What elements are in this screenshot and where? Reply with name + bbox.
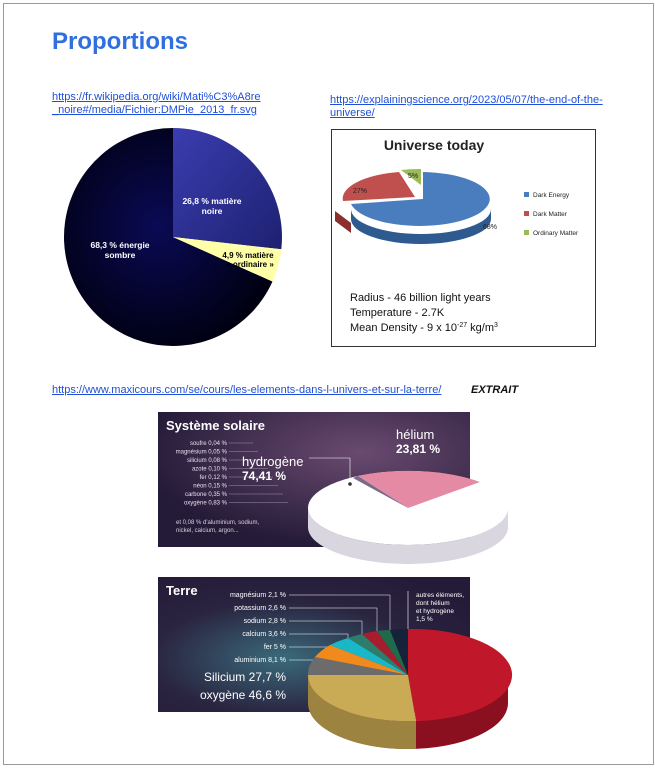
- hydrogen-name: hydrogène: [242, 454, 303, 469]
- label-5: 5%: [408, 173, 418, 180]
- legend-swatch-dark-matter: [524, 211, 529, 216]
- wikipedia-link[interactable]: https://fr.wikipedia.org/wiki/Mati%C3%A8…: [52, 91, 260, 117]
- pie-slice-magnesium: [377, 630, 408, 675]
- pie-slice-fer: [315, 645, 408, 675]
- minor-element-label: azote 0,10 %: [192, 467, 228, 473]
- universe-today-title: Universe today: [384, 137, 485, 153]
- earth-title: Terre: [166, 583, 198, 598]
- page-border: [3, 3, 654, 765]
- pie-slice-calcium: [330, 638, 408, 675]
- earth-element-leader: [289, 594, 391, 630]
- others-1: autres éléments,: [416, 592, 464, 599]
- others-4: 1,5 %: [416, 616, 433, 623]
- earth-element-leader: [289, 633, 349, 638]
- explainingscience-link-line1[interactable]: https://explainingscience.org/2023/05/07…: [330, 94, 603, 106]
- hydrogen-value: 74,41 %: [242, 469, 286, 483]
- wikipedia-link-line2[interactable]: _noire#/media/Fichier:DMPie_2013_fr.svg: [52, 104, 257, 116]
- label-68: 68%: [483, 224, 497, 231]
- pie-slice-dark-energy: [64, 128, 273, 346]
- minor-element-label: carbone 0,35 %: [185, 492, 228, 498]
- solar-pie-side: [308, 508, 508, 564]
- hydrogen-dot: [348, 482, 352, 486]
- silicium-label: Silicium 27,7 %: [204, 670, 286, 684]
- legend-dark-matter: Dark Matter: [533, 211, 568, 218]
- page-title: Proportions: [52, 28, 188, 55]
- pie-slice-ordinary-matter: [173, 237, 282, 282]
- earth-element-label: calcium 3,6 %: [242, 631, 286, 638]
- earth-panel: Terre magnésium 2,1 % potassium 2,6 % sodi…: [158, 577, 513, 749]
- extrait-label: EXTRAIT: [471, 384, 519, 396]
- pie-slice-dark-matter: [173, 128, 282, 250]
- pie-slice-silicium: [307, 675, 416, 722]
- pie-slice-aluminium: [307, 657, 408, 675]
- minor-element-label: soufre 0,04 %: [190, 441, 228, 447]
- solar-title: Système solaire: [166, 418, 265, 433]
- minor-element-label: néon 0,15 %: [193, 484, 227, 490]
- earth-pie-side-left: [307, 675, 416, 749]
- fact-temperature: Temperature - 2.7K: [350, 307, 445, 319]
- minor-element-label: magnésium 0,05 %: [176, 450, 228, 456]
- pie-slice-dark-energy: [351, 172, 490, 226]
- earth-elements-list: magnésium 2,1 % potassium 2,6 % sodium 2,8…: [230, 592, 391, 664]
- pie-slice-helium: [358, 470, 480, 508]
- pie-slice-oxygene: [408, 628, 513, 721]
- label-dark-matter-2: noire: [202, 206, 223, 216]
- earth-element-label: aluminium 8,1 %: [234, 657, 286, 664]
- earth-element-label: sodium 2,8 %: [244, 618, 286, 625]
- pie-side-dark-energy: [351, 209, 491, 244]
- universe-today-chart: Universe today 68% 27% 5% Dark Energy Da…: [331, 129, 596, 347]
- minor-element-label: fer 0,12 %: [200, 475, 228, 481]
- pie-slice-potassium: [362, 631, 408, 675]
- earth-element-label: magnésium 2,1 %: [230, 592, 286, 599]
- pie-slice-ordinary-matter: [401, 168, 421, 185]
- fact-density: Mean Density - 9 x 10-27 kg/m3: [350, 322, 498, 334]
- dark-matter-pie-chart: 68,3 % énergie sombre 26,8 % matière noi…: [64, 128, 282, 346]
- solar-others-2: nickel, calcium, argon...: [176, 528, 239, 534]
- helium-value: 23,81 %: [396, 442, 440, 456]
- earth-element-leader: [289, 607, 378, 631]
- pie-slice-dark-matter: [342, 172, 415, 201]
- label-dark-energy-1: 68,3 % énergie: [90, 240, 149, 250]
- solar-others-1: et 0,08 % d'aluminium, sodium,: [176, 520, 260, 526]
- others-3: et hydrogène: [416, 608, 454, 615]
- minor-element-label: oxygène 0,83 %: [184, 501, 228, 507]
- pie-side-dark-matter: [335, 211, 351, 233]
- label-dark-energy-2: sombre: [105, 250, 136, 260]
- others-2: dont hélium: [416, 600, 450, 607]
- label-dark-matter-1: 26,8 % matière: [182, 196, 241, 206]
- pie-slice-others: [390, 629, 408, 675]
- pie-slice-minor: [353, 476, 408, 508]
- legend-dark-energy: Dark Energy: [533, 192, 570, 199]
- fact-radius: Radius - 46 billion light years: [350, 292, 491, 304]
- earth-element-leader: [289, 620, 363, 634]
- legend-swatch-ordinary-matter: [524, 230, 529, 235]
- explainingscience-link[interactable]: https://explainingscience.org/2023/05/07…: [330, 94, 603, 120]
- explainingscience-link-line2[interactable]: universe/: [330, 107, 375, 119]
- helium-name: hélium: [396, 427, 434, 442]
- label-ordinary-matter-2: « ordinaire »: [226, 260, 274, 269]
- solar-system-panel: Système solaire soufre 0,04 % magnésium 0…: [158, 412, 508, 564]
- minor-elements-list: soufre 0,04 % magnésium 0,05 % silicium 0,…: [176, 441, 288, 507]
- label-ordinary-matter-1: 4,9 % matière: [222, 251, 274, 260]
- minor-element-label: silicium 0,08 %: [187, 458, 228, 464]
- earth-element-label: fer 5 %: [264, 644, 286, 651]
- wikipedia-link-line1[interactable]: https://fr.wikipedia.org/wiki/Mati%C3%A8…: [52, 91, 261, 103]
- earth-element-label: potassium 2,6 %: [234, 605, 286, 612]
- legend-ordinary-matter: Ordinary Matter: [533, 230, 579, 237]
- label-27: 27%: [353, 188, 367, 195]
- legend-swatch-dark-energy: [524, 192, 529, 197]
- oxygene-label: oxygène 46,6 %: [200, 688, 286, 702]
- maxicours-link[interactable]: https://www.maxicours.com/se/cours/les-e…: [52, 384, 442, 396]
- pie-slice-sodium: [348, 634, 408, 675]
